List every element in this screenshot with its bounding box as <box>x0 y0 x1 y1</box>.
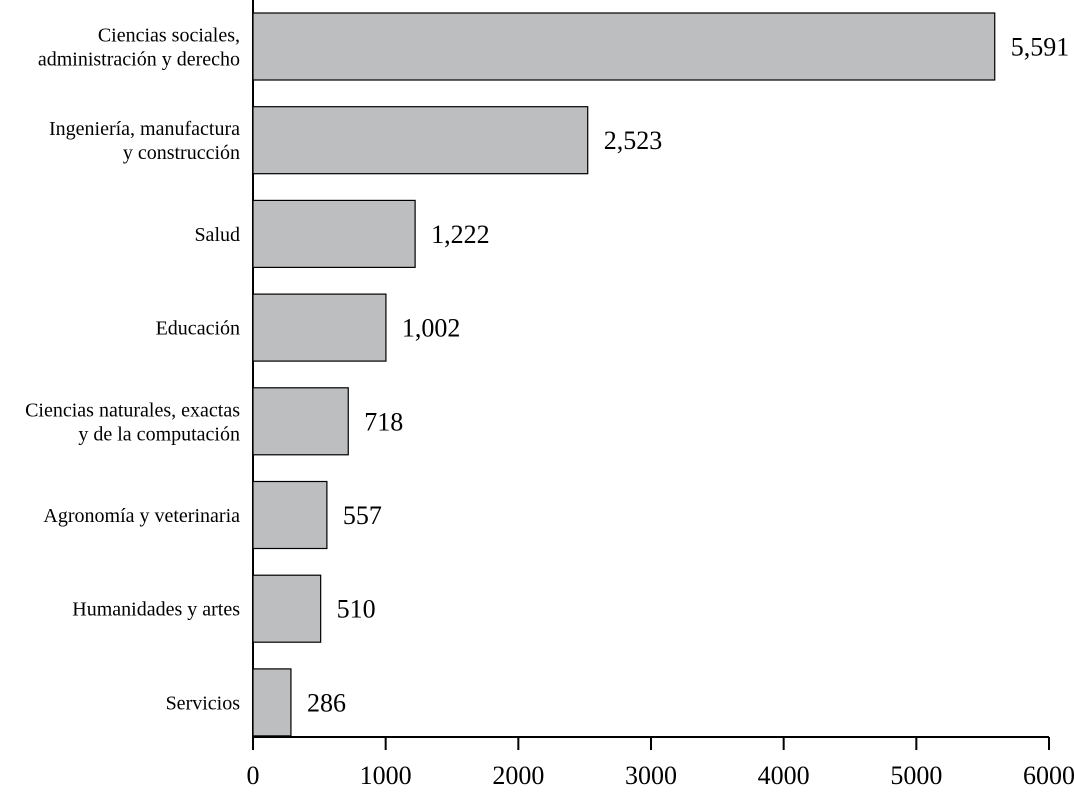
value-label: 718 <box>364 407 403 436</box>
bar <box>252 387 349 456</box>
value-label: 5,591 <box>1011 33 1069 62</box>
x-tick-label: 2000 <box>492 761 544 790</box>
value-label: 1,002 <box>402 314 461 343</box>
category-label: Humanidades y artes <box>72 599 240 621</box>
bar <box>252 668 292 737</box>
category-label: Servicios <box>166 692 241 714</box>
value-label: 1,222 <box>431 220 490 249</box>
value-label: 557 <box>343 501 382 530</box>
value-label: 2,523 <box>604 126 663 155</box>
bar <box>252 12 996 81</box>
x-tick-label: 5000 <box>890 761 942 790</box>
x-tick-label: 1000 <box>360 761 412 790</box>
bar <box>252 574 322 643</box>
category-label: Ciencias naturales, exactas y de la compu… <box>25 399 240 445</box>
x-tick-label: 0 <box>247 761 260 790</box>
x-tick-label: 3000 <box>625 761 677 790</box>
bar <box>252 106 589 175</box>
category-label: Ciencias sociales, administración y derec… <box>38 25 240 71</box>
category-label: Ingeniería, manufactura y construcción <box>49 118 240 164</box>
bar <box>252 480 328 550</box>
value-label: 510 <box>337 595 376 624</box>
x-tick-label: 4000 <box>758 761 810 790</box>
value-label: 286 <box>307 688 346 717</box>
bar <box>252 293 387 362</box>
x-tick-label: 6000 <box>1023 761 1074 790</box>
category-label: Agronomía y veterinaria <box>43 505 240 527</box>
bar <box>252 199 416 268</box>
category-label: Educación <box>156 318 240 340</box>
category-label: Salud <box>194 224 240 246</box>
